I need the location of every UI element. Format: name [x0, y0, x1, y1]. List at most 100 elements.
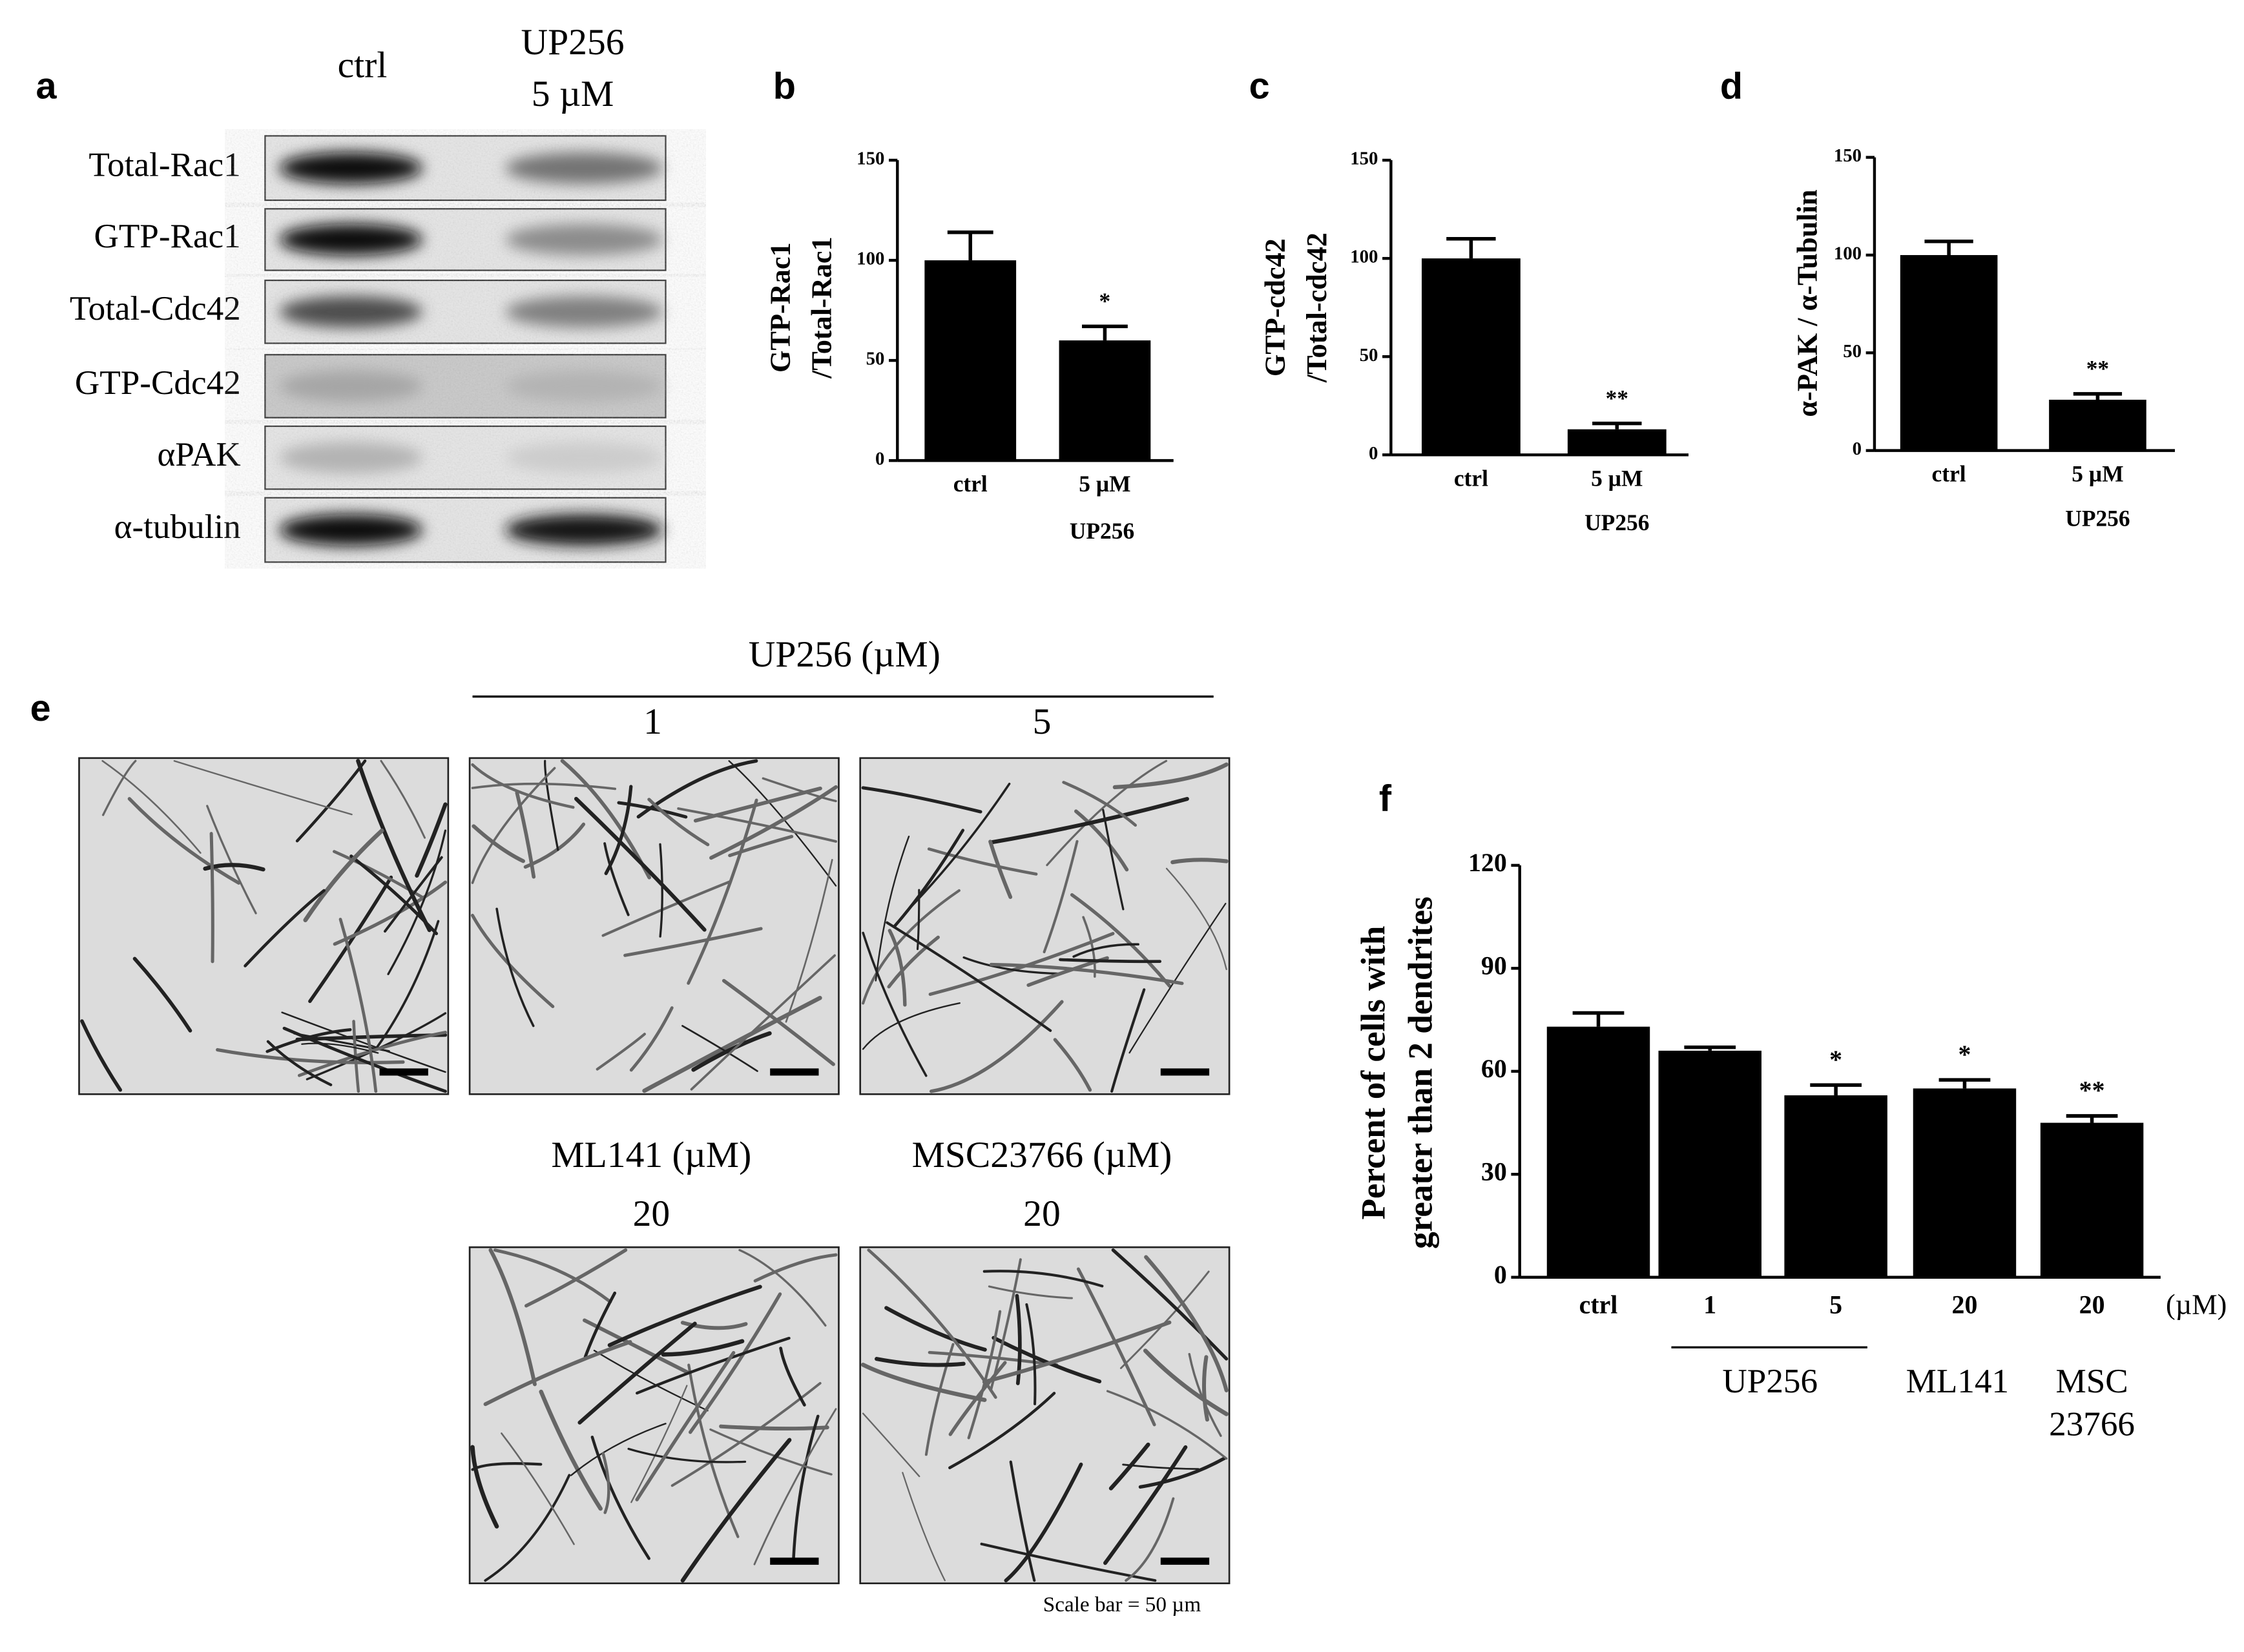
cell	[924, 1343, 955, 1456]
cell	[209, 832, 214, 964]
micrograph	[468, 1246, 840, 1585]
cell	[493, 1248, 612, 1304]
cell	[525, 1248, 628, 1308]
cell	[887, 935, 940, 989]
error-bar	[1810, 1083, 1862, 1096]
cell	[577, 1321, 697, 1425]
scale-bar	[379, 1068, 428, 1076]
scale-note: Scale bar = 50 µm	[1043, 1593, 1201, 1616]
cell	[338, 918, 378, 1093]
y-tick-label: 100	[1350, 247, 1378, 267]
lane-label: UP256	[521, 22, 625, 63]
cell	[982, 1320, 1172, 1384]
cell	[860, 1362, 987, 1402]
cell	[1053, 1038, 1092, 1092]
error-bar	[1446, 236, 1496, 259]
cell	[875, 1357, 966, 1367]
bar	[1546, 1026, 1650, 1277]
cell	[680, 1321, 748, 1330]
cell	[635, 1350, 736, 1502]
x-tick-label: ctrl	[1579, 1290, 1618, 1319]
significance: *	[1958, 1040, 1971, 1069]
y-tick-label: 0	[1853, 439, 1862, 459]
y-tick-label: 50	[1360, 345, 1378, 366]
cell	[471, 913, 555, 1008]
blot-band	[505, 370, 663, 402]
cell	[1110, 988, 1146, 1093]
lane-label: 5 µM	[532, 74, 614, 114]
blot-band	[279, 514, 423, 546]
cell	[948, 1361, 1007, 1436]
bar	[1658, 1050, 1761, 1277]
y-tick-label: 50	[866, 349, 885, 369]
group-label: ML141	[1906, 1363, 2009, 1400]
group-label: UP256	[1722, 1363, 1818, 1400]
cell	[470, 1445, 499, 1529]
cell	[1170, 858, 1229, 865]
cell	[862, 1412, 920, 1478]
blot-band	[279, 296, 423, 328]
bar	[2040, 1122, 2144, 1277]
group-label: 23766	[2049, 1405, 2135, 1443]
cell	[762, 777, 837, 803]
x-tick-label: 5 µM	[2072, 461, 2123, 487]
cell	[792, 1414, 820, 1562]
x-tick-label: 20	[2079, 1290, 2105, 1319]
cell	[962, 956, 1062, 975]
cell	[785, 859, 833, 1023]
group-label: UP256	[1070, 518, 1134, 544]
blot-band	[505, 442, 663, 474]
cell	[501, 1432, 575, 1545]
cell	[861, 786, 982, 814]
cell	[722, 978, 835, 1066]
cell	[216, 1048, 405, 1065]
cell	[753, 1253, 838, 1283]
blot-band	[279, 223, 423, 256]
cell	[687, 798, 758, 985]
cell	[1072, 943, 1139, 958]
blot-band	[505, 296, 663, 328]
cell	[617, 801, 688, 819]
cell	[902, 1472, 946, 1582]
error-bar	[1572, 1011, 1625, 1027]
cell	[301, 1042, 379, 1054]
y-tick-label: 150	[1350, 149, 1378, 169]
cell	[1004, 1462, 1083, 1583]
significance: **	[2079, 1076, 2105, 1105]
x-unit: (µM)	[2166, 1288, 2227, 1320]
cell	[206, 805, 257, 914]
cell	[647, 798, 710, 847]
cell	[988, 840, 1013, 899]
cell	[596, 1033, 646, 1071]
cell	[1143, 1348, 1229, 1416]
cell	[387, 829, 447, 975]
cell	[680, 1438, 792, 1583]
cell	[1119, 1270, 1210, 1369]
cell	[173, 760, 353, 816]
cell	[306, 1012, 447, 1080]
cell	[1103, 1445, 1188, 1565]
cell	[623, 927, 763, 957]
blot-row-label: GTP-Cdc42	[75, 364, 241, 402]
group-label: MSC	[2055, 1363, 2128, 1400]
cell	[927, 847, 1038, 876]
blot-band	[279, 442, 423, 474]
dose-label: 20	[633, 1193, 670, 1234]
cell	[886, 921, 1052, 1032]
panel-label: f	[1379, 778, 1392, 819]
x-tick-label: 5 µM	[1079, 471, 1130, 497]
cell	[244, 889, 326, 967]
cell	[719, 1424, 829, 1431]
cell	[905, 782, 1011, 913]
group-title: UP256 (µM)	[749, 634, 940, 675]
cell	[590, 1436, 650, 1560]
cell	[862, 931, 928, 1077]
cell	[356, 759, 431, 933]
cell	[1188, 1352, 1222, 1437]
blot-row-label: Total-Cdc42	[70, 290, 241, 327]
cell	[948, 1392, 1056, 1469]
cell	[484, 1474, 571, 1582]
cell	[1144, 1255, 1229, 1392]
y-tick-label: 0	[1494, 1260, 1507, 1289]
